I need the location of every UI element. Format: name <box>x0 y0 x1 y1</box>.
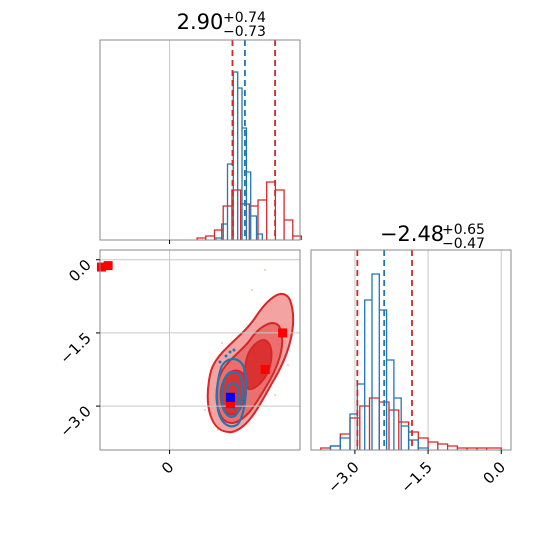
histogram-series-0 <box>320 397 502 450</box>
axes-frame <box>99 249 301 451</box>
axes-frame <box>310 249 512 451</box>
y-title-lower: −0.47 <box>442 236 485 252</box>
histogram-series-1 <box>215 71 263 240</box>
marker-point <box>225 392 235 402</box>
joint-contours <box>203 268 295 435</box>
marker-point <box>103 261 113 271</box>
marker-point <box>260 365 270 375</box>
x-marginal-panel: 2.90 +0.74 −0.73 <box>177 10 266 40</box>
x-title-upper: +0.74 <box>223 10 266 26</box>
x-title-lower: −0.73 <box>223 24 266 40</box>
dynamic-layer: 0 0.0 −1.5 −3.0 −3.0 −1.5 0.0 <box>56 39 512 497</box>
y-marginal-title-group: −2.48 +0.65 −0.47 <box>380 222 485 252</box>
marker-point <box>225 399 235 409</box>
y-marginal-title: −2.48 <box>380 222 444 246</box>
marker-point <box>278 328 288 338</box>
marker-point <box>96 262 106 272</box>
histogram-series-0 <box>196 181 303 240</box>
y-title-upper: +0.65 <box>442 222 485 238</box>
y-tick-label: 0.0 <box>65 256 95 286</box>
blue-scatter <box>218 348 236 364</box>
histogram-series-1 <box>329 273 429 450</box>
y-tick-label: −1.5 <box>56 329 94 367</box>
x-tick-label: 0.0 <box>479 458 509 488</box>
x-title-value: 2.90 <box>177 10 224 34</box>
axes-frame <box>99 39 301 241</box>
x-tick-label: −1.5 <box>397 458 435 496</box>
x-tick-label: 0 <box>158 458 177 477</box>
y-tick-label: −3.0 <box>56 402 94 440</box>
y-title-value: −2.48 <box>380 222 444 246</box>
x-marginal-title: 2.90 <box>177 10 224 34</box>
x-tick-label: −3.0 <box>324 458 362 496</box>
